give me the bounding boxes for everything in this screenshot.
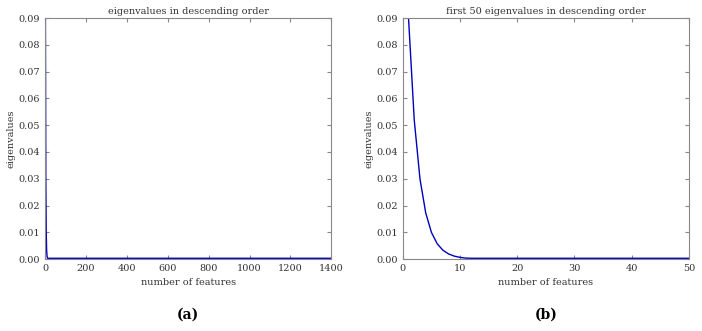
Text: (b): (b) (534, 307, 557, 321)
Y-axis label: eigenvalues: eigenvalues (7, 109, 16, 168)
Text: (a): (a) (177, 307, 199, 321)
X-axis label: number of features: number of features (140, 278, 236, 288)
X-axis label: number of features: number of features (498, 278, 593, 288)
Title: eigenvalues in descending order: eigenvalues in descending order (108, 7, 269, 16)
Title: first 50 eigenvalues in descending order: first 50 eigenvalues in descending order (446, 7, 646, 16)
Y-axis label: eigenvalues: eigenvalues (364, 109, 373, 168)
